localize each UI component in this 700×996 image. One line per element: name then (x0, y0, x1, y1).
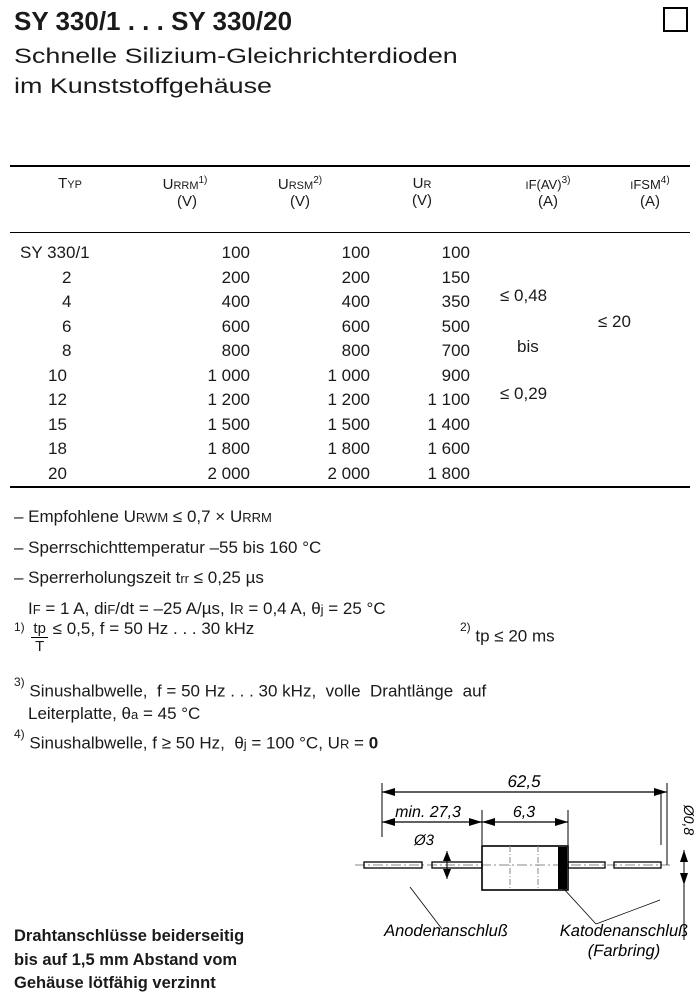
svg-text:62,5: 62,5 (507, 772, 541, 791)
svg-text:6,3: 6,3 (513, 804, 535, 821)
svg-text:min. 27,3: min. 27,3 (395, 804, 461, 821)
svg-text:(Farbring): (Farbring) (588, 942, 660, 960)
svg-text:Anodenanschluß: Anodenanschluß (383, 922, 508, 940)
svg-text:Katodenanschluß: Katodenanschluß (560, 922, 688, 940)
svg-text:Ø0,8: Ø0,8 (681, 804, 697, 836)
svg-text:Ø3: Ø3 (413, 832, 435, 849)
